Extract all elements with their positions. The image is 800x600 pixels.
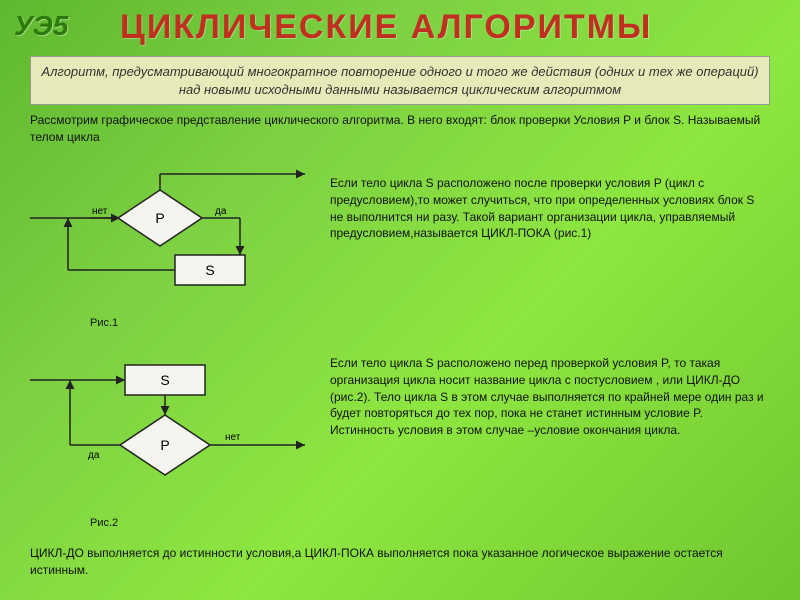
no-label-2: нет [225,432,241,443]
figure-caption-2: Рис.2 [90,517,310,529]
yes-label-2: да [88,450,100,461]
yes-label-1: да [215,206,227,217]
description-2: Если тело цикла S расположено перед пров… [330,355,770,439]
flowchart-1: P да S нет [30,170,310,310]
figure-caption-1: Рис.1 [90,317,310,329]
diagram-precondition: P да S нет Рис.1 [30,170,310,310]
description-1: Если тело цикла S расположено после пров… [330,175,770,242]
diagram-postcondition: S P да нет Рис.2 [30,350,310,510]
bottom-text: ЦИКЛ-ДО выполняется до истинности услови… [30,545,770,579]
flowchart-2: S P да нет [30,350,310,510]
condition-label: P [155,210,164,226]
body-label-2: S [160,372,169,388]
body-label-1: S [205,262,214,278]
intro-text: Рассмотрим графическое представление цик… [30,112,770,146]
corner-label: УЭ5 [14,10,68,42]
no-label-1: нет [92,206,108,217]
page-title: ЦИКЛИЧЕСКИЕ АЛГОРИТМЫ [120,8,652,47]
definition-box: Алгоритм, предусматривающий многократное… [30,56,770,105]
condition-label-2: P [160,437,169,453]
